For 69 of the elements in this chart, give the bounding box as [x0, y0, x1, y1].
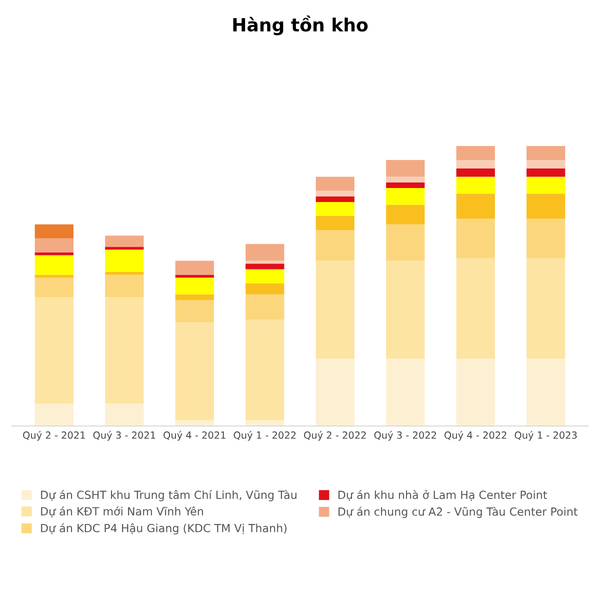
bar [456, 258, 495, 359]
bar [456, 358, 495, 426]
bar [386, 160, 425, 177]
bar [526, 358, 566, 426]
bar [316, 216, 354, 230]
bar [456, 146, 495, 160]
bar [386, 188, 425, 205]
bar [105, 404, 144, 426]
bar [316, 196, 354, 202]
bar [105, 236, 144, 247]
x-tick-label: Quý 1 - 2022 [234, 430, 296, 441]
bar [105, 272, 144, 275]
x-tick-label: Quý 2 - 2022 [304, 430, 366, 441]
bar [386, 182, 425, 188]
bar [316, 230, 354, 261]
bar [175, 278, 214, 294]
bar [526, 146, 566, 160]
bar [456, 160, 495, 168]
bar [246, 294, 284, 320]
x-tick-label: Quý 4 - 2022 [444, 430, 506, 441]
bar [175, 294, 214, 300]
bar [34, 404, 74, 426]
legend-label: Dự án KĐT mới Nam Vĩnh Yên [41, 506, 203, 518]
bar [526, 168, 566, 177]
bar [105, 274, 144, 298]
bar [316, 176, 354, 191]
bar [456, 194, 495, 219]
bar [105, 250, 144, 272]
bar [386, 176, 425, 182]
bar [386, 358, 425, 426]
bar [456, 176, 495, 194]
bar [175, 322, 214, 420]
bar [246, 283, 284, 294]
bar [456, 168, 495, 177]
x-tick-label: Quý 3 - 2021 [93, 430, 156, 441]
bar [526, 160, 566, 168]
bar [316, 190, 354, 196]
bar [175, 300, 214, 322]
bar [34, 297, 74, 404]
bar [246, 320, 284, 420]
legend-label: Dự án khu nhà ở Lam Hạ Center Point [338, 490, 547, 501]
bar [34, 278, 74, 298]
bar [386, 204, 425, 224]
bar [386, 260, 425, 359]
bar [526, 218, 566, 258]
bar [386, 224, 425, 261]
bar [526, 194, 566, 219]
bar [34, 238, 74, 252]
bar [34, 255, 74, 275]
bar [316, 260, 354, 359]
bar [34, 224, 74, 238]
x-tick-label: Quý 4 - 2021 [164, 430, 226, 441]
bar [175, 260, 214, 275]
legend-label: Dự án chung cư A2 - Vũng Tàu Center Point [338, 506, 578, 518]
x-tick-label: Quý 2 - 2021 [23, 430, 85, 441]
legend-label: Dự án KDC P4 Hậu Giang (KDC TM Vị Thanh) [41, 523, 286, 534]
x-tick-label: Quý 3 - 2022 [374, 430, 436, 441]
bar [456, 218, 495, 258]
chart-title: Hàng tồn kho [233, 16, 368, 36]
bar [526, 258, 566, 359]
bar [105, 297, 144, 404]
bar [246, 244, 284, 261]
bar [246, 269, 284, 284]
bar [246, 264, 284, 270]
bar [316, 358, 354, 426]
legend-label: Dự án CSHT khu Trung tâm Chí Linh, Vũng Tàu [41, 490, 296, 502]
bar [316, 202, 354, 216]
x-tick-label: Quý 1 - 2023 [514, 430, 577, 441]
bar [526, 176, 566, 194]
